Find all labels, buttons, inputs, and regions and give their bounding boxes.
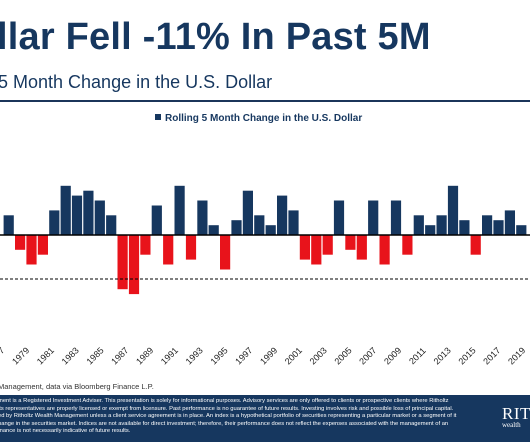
x-tick-label-1979: 1979 <box>10 345 31 366</box>
page-subtitle: 5 Month Change in the U.S. Dollar <box>0 72 273 92</box>
legend-swatch <box>155 114 161 120</box>
legend-label: Rolling 5 Month Change in the U.S. Dolla… <box>165 113 363 124</box>
page-title: llar Fell -11% In Past 5M <box>0 16 431 58</box>
bar-2001 <box>288 210 299 235</box>
bar-2007 <box>356 235 367 260</box>
bar-2010 <box>390 200 402 235</box>
x-tick-label-2005: 2005 <box>332 345 353 366</box>
bar-1981 <box>60 185 71 235</box>
x-tick-label-2003: 2003 <box>308 345 329 366</box>
x-tick-label-2001: 2001 <box>283 345 304 366</box>
bar-1980 <box>49 210 60 235</box>
bar-1998 <box>254 215 265 235</box>
bar-2008 <box>368 200 379 235</box>
x-tick-label-1999: 1999 <box>258 345 279 366</box>
bar-1983 <box>83 190 94 235</box>
bar-1990 <box>163 235 174 265</box>
bar-1978 <box>26 235 37 265</box>
x-tick-label-2019: 2019 <box>506 345 527 366</box>
bar-2002 <box>299 235 310 260</box>
x-tick-label-1989: 1989 <box>134 345 155 366</box>
bar-2013 <box>425 225 436 235</box>
bar-1993 <box>197 200 208 235</box>
bar-2009 <box>379 235 390 265</box>
x-tick-label-1985: 1985 <box>84 345 105 366</box>
bar-2021 <box>516 225 527 235</box>
disclaimer-text: ment is a Registered Investment Adviser.… <box>0 398 457 435</box>
bar-1991 <box>174 185 185 235</box>
bar-2011 <box>402 235 413 255</box>
bar-2015 <box>447 185 459 235</box>
bar-2005 <box>333 200 345 235</box>
company-logo: RITH wealth <box>502 404 530 429</box>
logo-tagline: wealth <box>502 421 521 429</box>
bar-2004 <box>322 235 333 255</box>
disclaimer-band: ment is a Registered Investment Adviser.… <box>0 395 530 442</box>
bar-1996 <box>231 220 242 235</box>
bar-1984 <box>94 200 105 235</box>
bar-2014 <box>436 215 447 235</box>
bar-2000 <box>277 195 288 235</box>
bar-2012 <box>413 215 424 235</box>
x-axis-ticks: 1977 1979 1981 1983 1985 1987 1989 1991 1993 1995… <box>0 345 527 366</box>
chart-bars <box>3 185 527 295</box>
x-tick-label-2015: 2015 <box>456 345 477 366</box>
source-note: Management, data via Bloomberg Finance L… <box>0 382 154 391</box>
x-tick-label-2009: 2009 <box>382 345 403 366</box>
x-tick-label-1993: 1993 <box>184 345 205 366</box>
bar-1979 <box>37 235 48 255</box>
bar-2019 <box>493 220 504 235</box>
bar-1994 <box>208 225 219 235</box>
logo-wordmark: RITH <box>502 404 530 423</box>
bar-1985 <box>106 215 117 235</box>
x-tick-label-1987: 1987 <box>109 345 130 366</box>
chart-plot: 1977 1979 1981 1983 1985 1987 1989 1991 1993 1995… <box>0 185 530 366</box>
x-tick-label-1977: 1977 <box>0 345 6 366</box>
bar-1997 <box>242 190 253 235</box>
x-tick-label-1997: 1997 <box>233 345 254 366</box>
bar-1992 <box>185 235 197 260</box>
header-divider <box>0 100 530 102</box>
bar-2003 <box>311 235 322 265</box>
bar-2018 <box>482 215 493 235</box>
bar-1977 <box>15 235 26 250</box>
bar-2017 <box>470 235 481 255</box>
bar-2020 <box>504 210 515 235</box>
bar-2006 <box>345 235 356 250</box>
bar-1989 <box>151 205 162 235</box>
bar-1976 <box>3 215 14 235</box>
x-tick-label-1995: 1995 <box>208 345 229 366</box>
bar-1986 <box>117 235 128 290</box>
bar-1995 <box>220 235 231 270</box>
x-tick-label-2017: 2017 <box>481 345 502 366</box>
x-tick-label-1991: 1991 <box>159 345 180 366</box>
bar-1988 <box>140 235 151 255</box>
x-tick-label-1983: 1983 <box>60 345 81 366</box>
x-tick-label-2013: 2013 <box>432 345 453 366</box>
x-tick-label-2007: 2007 <box>357 345 378 366</box>
chart-legend: Rolling 5 Month Change in the U.S. Dolla… <box>155 113 362 124</box>
bar-1982 <box>71 195 83 235</box>
x-tick-label-1981: 1981 <box>35 345 56 366</box>
bar-2016 <box>459 220 470 235</box>
x-tick-label-2011: 2011 <box>407 345 428 366</box>
bar-1999 <box>265 225 276 235</box>
bar-1987 <box>128 235 140 295</box>
